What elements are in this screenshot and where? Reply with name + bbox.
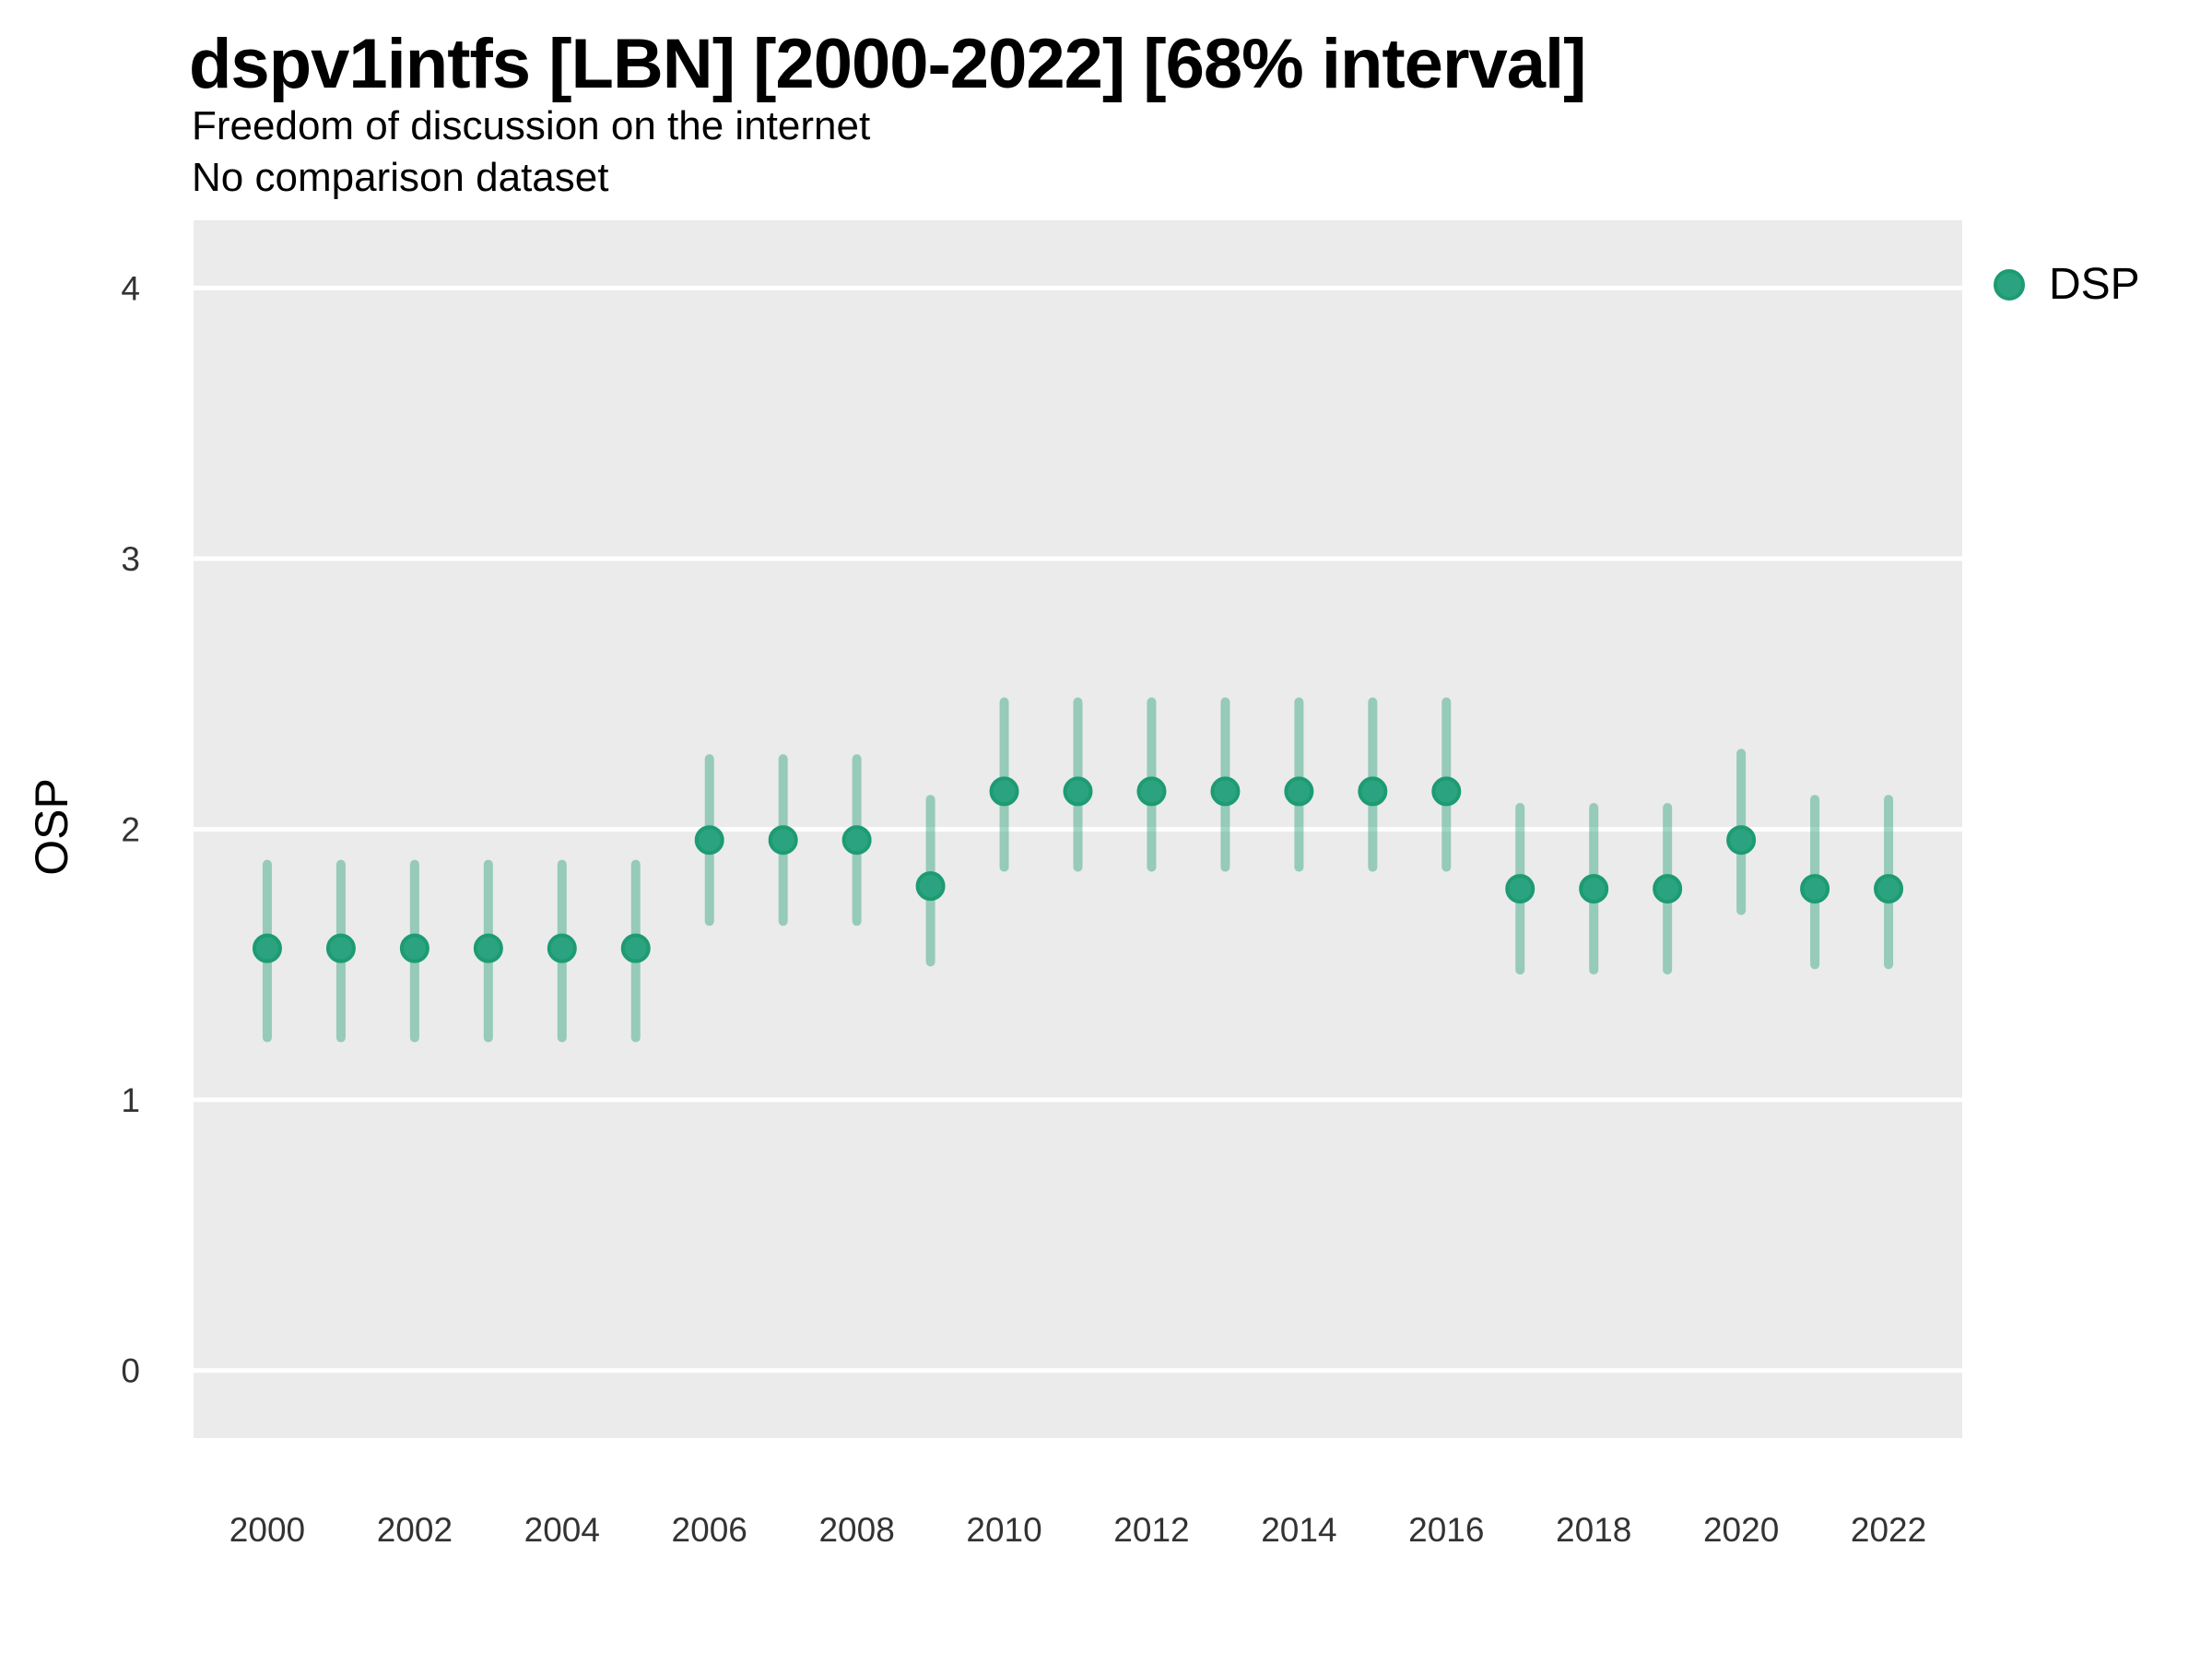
x-tick-label: 2022 (1851, 1511, 1926, 1549)
data-point (1358, 776, 1388, 807)
x-tick-label: 2018 (1556, 1511, 1631, 1549)
x-tick-label: 2020 (1703, 1511, 1779, 1549)
data-point (252, 933, 282, 963)
y-tick-label: 1 (121, 1081, 140, 1119)
y-tick-label: 2 (121, 811, 140, 849)
x-tick-label: 2014 (1261, 1511, 1336, 1549)
data-point (325, 933, 356, 963)
data-point (989, 776, 1019, 807)
data-point (1726, 825, 1757, 856)
x-tick-label: 2012 (1113, 1511, 1189, 1549)
data-point (915, 871, 946, 902)
x-tick-label: 2008 (818, 1511, 894, 1549)
data-point (1505, 874, 1535, 904)
data-point (620, 933, 651, 963)
x-tick-label: 2010 (966, 1511, 1041, 1549)
data-point (1210, 776, 1241, 807)
data-point (1136, 776, 1167, 807)
data-point (547, 933, 577, 963)
data-point (1284, 776, 1314, 807)
y-tick-label: 0 (121, 1352, 140, 1390)
legend: DSP (1994, 259, 2140, 310)
data-point (1800, 874, 1830, 904)
x-tick-label: 2000 (229, 1511, 305, 1549)
x-tick-label: 2004 (524, 1511, 600, 1549)
chart-note: No comparison dataset (192, 155, 609, 200)
x-tick-label: 2002 (377, 1511, 453, 1549)
y-tick-label: 3 (121, 540, 140, 578)
y-axis-title: OSP (26, 778, 77, 876)
data-point (1653, 874, 1683, 904)
data-point (1579, 874, 1609, 904)
data-point (768, 825, 798, 856)
legend-label: DSP (2049, 260, 2140, 309)
y-tick-label: 4 (121, 269, 140, 307)
chart-subtitle: Freedom of discussion on the internet (192, 103, 871, 148)
data-point (1063, 776, 1093, 807)
data-point (841, 825, 872, 856)
data-point (1874, 874, 1904, 904)
data-point (1431, 776, 1462, 807)
x-tick-label: 2016 (1408, 1511, 1484, 1549)
x-tick-label: 2006 (672, 1511, 747, 1549)
legend-point-icon (1994, 268, 2025, 301)
chart-title: dspv1intfs [LBN] [2000-2022] [68% interv… (189, 25, 1586, 103)
data-point (473, 933, 503, 963)
data-point (399, 933, 429, 963)
data-point (694, 825, 724, 856)
